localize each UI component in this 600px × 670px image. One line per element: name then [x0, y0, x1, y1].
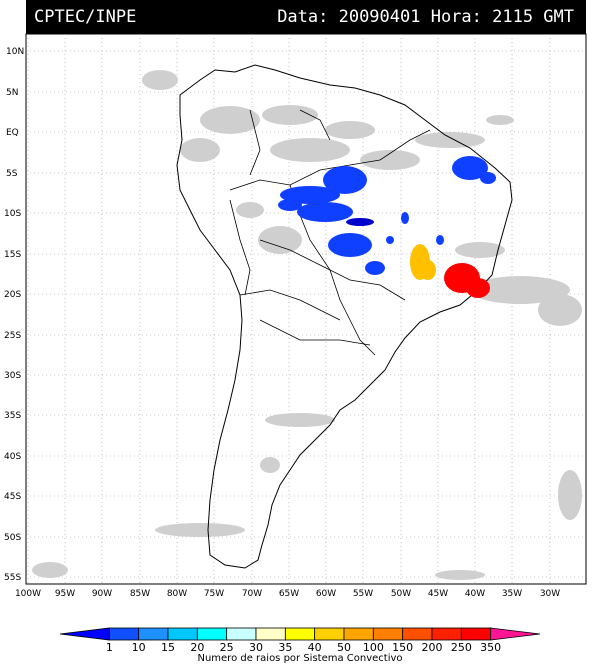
colorbar-swatch: [372, 627, 404, 641]
map-header: CPTEC/INPE Data: 20090401 Hora: 2115 GMT: [26, 0, 586, 34]
colorbar-swatch: [167, 627, 198, 641]
lat-label: 40S: [4, 452, 21, 462]
colorbar-swatch: [226, 627, 257, 641]
lat-label: 10S: [4, 209, 21, 219]
colorbar-label: 1: [106, 641, 113, 654]
colorbar-swatch: [284, 627, 316, 641]
lat-label: 35S: [4, 411, 21, 421]
lat-label: 45S: [4, 492, 21, 502]
colorbar-swatch: [460, 627, 492, 641]
lon-label: 75W: [204, 589, 224, 599]
lon-label: 55W: [353, 589, 373, 599]
colorbar-swatch: [314, 627, 345, 641]
colorbar-label: 10: [132, 641, 146, 654]
colorbar-label: 40: [308, 641, 322, 654]
northeast-system: [452, 156, 496, 184]
convective-systems: [278, 156, 496, 298]
amazon-systems: [278, 166, 444, 275]
south-america-coastline: [176, 64, 513, 569]
map-frame: [25, 33, 587, 585]
lat-label: EQ: [6, 128, 19, 138]
lon-label: 35W: [502, 589, 522, 599]
lat-label: 10N: [6, 47, 24, 57]
amazon-core: [346, 218, 374, 226]
colorbar-swatch: [343, 627, 374, 641]
longitude-labels: 100W 95W 90W 85W 80W 75W 70W 65W 60W 55W…: [15, 589, 560, 599]
lon-label: 50W: [391, 589, 411, 599]
lat-label: 25S: [4, 331, 21, 341]
header-datetime: Data: 20090401 Hora: 2115 GMT: [277, 7, 574, 27]
cloud-cover: [32, 70, 582, 580]
colorbar-label: 15: [161, 641, 175, 654]
lat-label: 20S: [4, 290, 21, 300]
colorbar-label: 20: [190, 641, 204, 654]
colorbar-label: 100: [363, 641, 384, 654]
lon-label: 45W: [428, 589, 448, 599]
colorbar-swatch: [490, 627, 541, 641]
lon-label: 70W: [242, 589, 262, 599]
colorbar-swatch: [108, 627, 140, 641]
colorbar-label: 25: [220, 641, 234, 654]
lon-label: 90W: [92, 589, 112, 599]
lat-label: 50S: [4, 533, 21, 543]
colorbar-label: 200: [422, 641, 443, 654]
lon-label: 80W: [167, 589, 187, 599]
lat-label: 15S: [4, 250, 21, 260]
lon-label: 30W: [540, 589, 560, 599]
colorbar-label: 35: [278, 641, 292, 654]
colorbar-swatch: [255, 627, 286, 641]
colorbar-swatch: [402, 627, 433, 641]
lon-label: 85W: [130, 589, 150, 599]
colorbar-label: 150: [392, 641, 413, 654]
colorbar-label: 350: [480, 641, 501, 654]
colorbar-swatch: [431, 627, 462, 641]
lon-label: 65W: [279, 589, 299, 599]
lon-label: 40W: [465, 589, 485, 599]
lon-label: 100W: [15, 589, 41, 599]
latitude-labels: 10N 5N EQ 5S 10S 15S 20S 25S 30S 35S 40S…: [4, 47, 24, 583]
colorbar-label: 250: [451, 641, 472, 654]
colorbar-label: 50: [337, 641, 351, 654]
colorbar-label: 30: [249, 641, 263, 654]
header-source: CPTEC/INPE: [34, 7, 137, 27]
colorbar-swatch: [59, 627, 110, 641]
colorbar: 1 10 15 20 25 30 35 40 50 100 150 200 250 350: [59, 627, 541, 654]
lon-label: 95W: [55, 589, 75, 599]
lat-label: 5S: [6, 169, 18, 179]
lon-label: 60W: [316, 589, 336, 599]
colorbar-swatch: [138, 627, 169, 641]
colorbar-title: Numero de raios por Sistema Convectivo: [197, 653, 403, 664]
southeast-brazil-system: [444, 263, 490, 298]
lat-label: 30S: [4, 371, 21, 381]
lat-label: 5N: [6, 88, 18, 98]
central-brazil-system: [410, 244, 436, 280]
colorbar-swatch: [196, 627, 228, 641]
lat-label: 55S: [4, 573, 21, 583]
